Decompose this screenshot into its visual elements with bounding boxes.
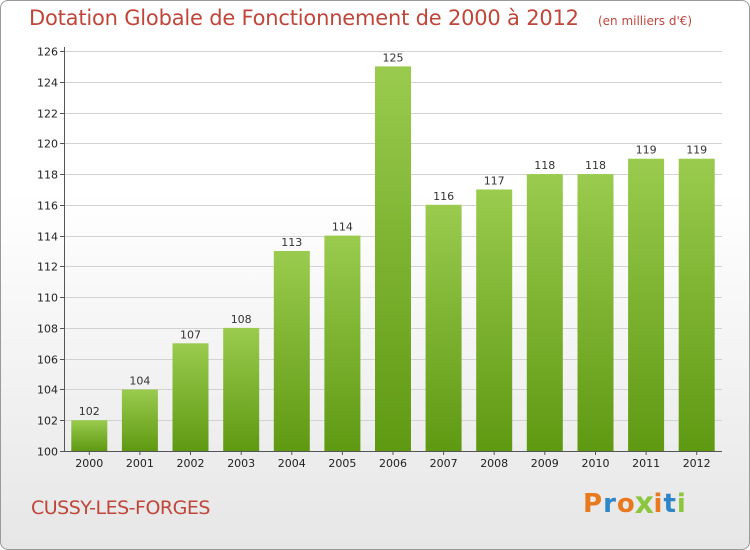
bar-2003 (223, 327, 260, 451)
logo-letter: o (616, 489, 636, 519)
x-tick-label: 2004 (278, 457, 306, 470)
logo-letter: i (676, 489, 687, 519)
y-tick-label: 118 (37, 169, 58, 182)
title-row: Dotation Globale de Fonctionnement de 20… (29, 6, 692, 30)
data-label: 108 (231, 313, 252, 326)
y-tick-label: 114 (37, 231, 58, 244)
logo-letter: t (663, 489, 677, 519)
data-label: 104 (129, 375, 150, 388)
data-label: 102 (79, 405, 100, 418)
bar-2010 (577, 174, 614, 451)
x-tick-label: 2006 (379, 457, 407, 470)
y-tick-label: 122 (37, 108, 58, 121)
y-tick-label: 112 (37, 261, 58, 274)
x-tick-label: 2002 (177, 457, 205, 470)
x-tick-label: 2001 (126, 457, 154, 470)
axes: 100 102 104 106 108 110 112 114 116 118 120 122 124 1… (37, 46, 722, 470)
proxiti-logo: Proxiti (583, 486, 687, 522)
data-label: 119 (636, 144, 657, 157)
y-tick-label: 124 (37, 77, 58, 90)
town-name: CUSSY-LES-FORGES (31, 497, 210, 519)
bar-2002 (172, 343, 209, 451)
x-tick-label: 2003 (227, 457, 255, 470)
data-label: 118 (585, 159, 606, 172)
data-label: 113 (281, 236, 302, 249)
bar-2012 (678, 158, 715, 451)
logo-letter: i (653, 489, 664, 519)
x-tick-label: 2005 (328, 457, 356, 470)
bar-2007 (425, 204, 462, 451)
bar-2008 (476, 189, 513, 451)
x-tick-label: 2009 (531, 457, 559, 470)
data-label: 125 (383, 51, 404, 64)
y-tick-label: 110 (37, 292, 58, 305)
bar-2001 (121, 389, 158, 451)
bar-2004 (273, 251, 310, 451)
data-label: 116 (433, 190, 454, 203)
data-label: 107 (180, 328, 201, 341)
chart-subtitle: (en milliers d'€) (597, 14, 693, 28)
bar-2005 (324, 235, 361, 451)
y-tick-label: 126 (37, 46, 58, 59)
data-label: 117 (484, 175, 505, 188)
x-tick-label: 2011 (632, 457, 660, 470)
data-labels: 102 104 107 108 113 114 125 116 117 118 118 119 119 (79, 51, 707, 418)
data-label: 114 (332, 221, 353, 234)
x-tick-label: 2008 (480, 457, 508, 470)
y-tick-label: 108 (37, 323, 58, 336)
y-tick-label: 102 (37, 415, 58, 428)
bars (71, 66, 715, 452)
logo-letter: P (583, 489, 604, 519)
chart-title: Dotation Globale de Fonctionnement de 20… (29, 6, 579, 30)
x-tick-label: 2012 (683, 457, 711, 470)
bar-2000 (71, 420, 108, 451)
data-label: 118 (534, 159, 555, 172)
y-tick-label: 104 (37, 384, 58, 397)
y-tick-label: 100 (37, 446, 58, 459)
data-label: 119 (686, 144, 707, 157)
bar-2006 (375, 66, 411, 452)
logo-letter: r (603, 489, 617, 519)
x-tick-label: 2007 (430, 457, 458, 470)
y-tick-label: 106 (37, 354, 58, 367)
logo-letter: x (634, 486, 655, 522)
bar-2009 (526, 174, 563, 451)
y-tick-label: 116 (37, 200, 58, 213)
y-tick-label: 120 (37, 138, 58, 151)
x-tick-label: 2000 (75, 457, 103, 470)
x-tick-label: 2010 (582, 457, 610, 470)
bar-2011 (628, 158, 665, 451)
